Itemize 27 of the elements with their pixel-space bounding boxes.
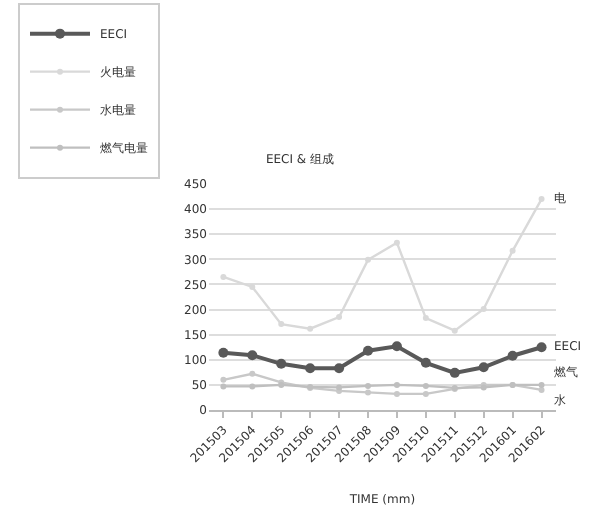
point xyxy=(391,341,402,352)
point xyxy=(536,342,547,353)
point xyxy=(538,381,545,388)
point xyxy=(538,196,545,203)
point xyxy=(509,247,516,254)
point xyxy=(276,358,287,369)
line-series xyxy=(220,370,545,397)
point xyxy=(307,325,314,332)
point xyxy=(478,362,489,373)
point xyxy=(249,383,256,390)
point xyxy=(218,347,229,358)
point xyxy=(220,273,227,280)
point xyxy=(420,357,431,368)
point xyxy=(364,389,371,396)
point xyxy=(364,256,371,263)
point xyxy=(220,383,227,390)
point xyxy=(305,363,316,374)
point xyxy=(220,376,227,383)
point xyxy=(449,367,460,378)
point xyxy=(507,350,518,361)
point xyxy=(480,306,487,313)
point xyxy=(362,345,373,356)
point xyxy=(451,327,458,334)
point xyxy=(393,239,400,246)
point xyxy=(247,350,258,361)
point xyxy=(249,370,256,377)
point xyxy=(334,363,345,374)
